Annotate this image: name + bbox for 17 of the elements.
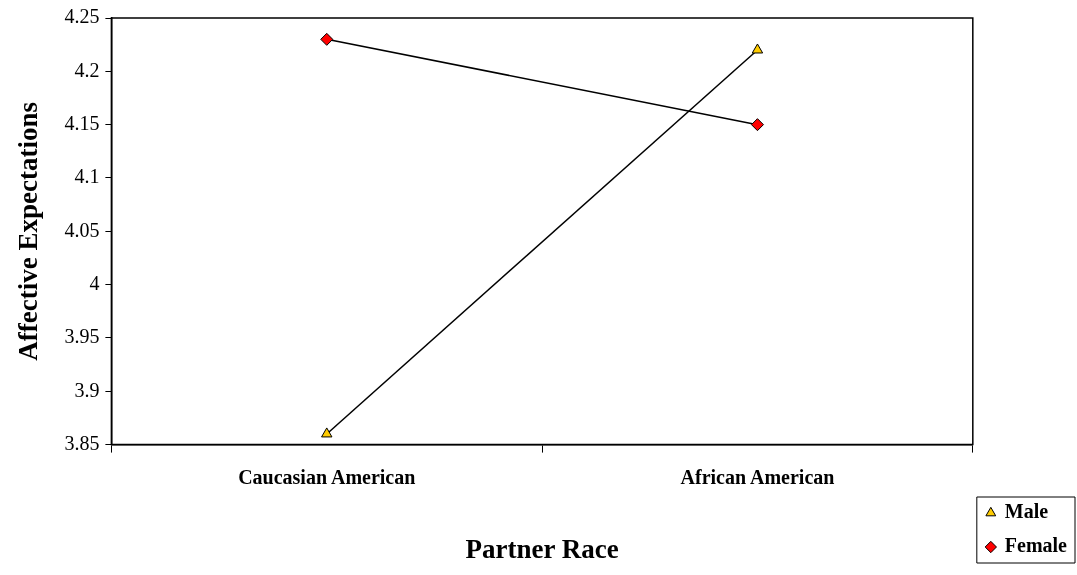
y-tick-label: 3.85	[64, 431, 100, 454]
point	[750, 118, 764, 132]
legend-label: Female	[1004, 534, 1068, 557]
y-tick-label: 4.15	[64, 111, 100, 134]
x-tick-label: Caucasian American	[238, 465, 416, 488]
x-tick-label: African American	[680, 465, 835, 488]
y-tick-label: 4.2	[74, 58, 100, 81]
point	[320, 32, 334, 46]
y-tick-label: 4.1	[74, 165, 100, 188]
y-tick-label: 3.9	[74, 378, 100, 401]
x-axis-title: Partner Race	[465, 533, 619, 564]
y-tick-label: 3.95	[64, 325, 100, 348]
y-tick-label: 4	[89, 271, 100, 294]
y-tick-label: 4.25	[64, 5, 100, 28]
y-axis-title: Affective Expectations	[13, 101, 44, 361]
legend-label: Male	[1004, 500, 1049, 523]
y-tick-label: 4.05	[64, 218, 100, 241]
